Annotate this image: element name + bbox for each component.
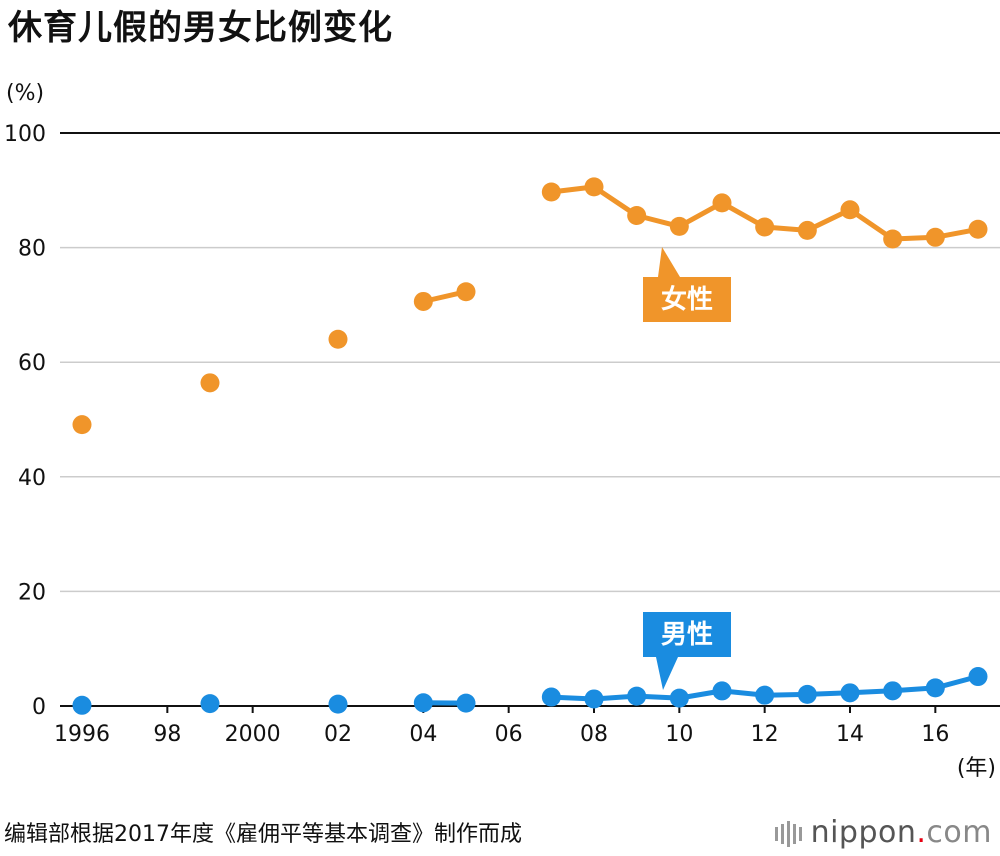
female-point-2010: [669, 216, 689, 236]
male-point-2011: [712, 681, 732, 701]
x-tick-label: 16: [921, 722, 949, 747]
female-point-2015: [883, 229, 903, 249]
male-point-1996: [72, 695, 92, 715]
logo-bars-icon: [774, 817, 805, 851]
female-point-2013: [797, 220, 817, 240]
y-tick-label: 60: [18, 351, 46, 376]
male-point-2015: [883, 681, 903, 701]
logo-name: nippon: [810, 815, 917, 850]
nippon-logo: nippon.com: [774, 815, 992, 851]
male-point-2017: [968, 667, 988, 687]
x-axis-label: (年): [957, 756, 996, 781]
male-point-2008: [584, 689, 604, 709]
female-point-2011: [712, 193, 732, 213]
x-tick-label: 2000: [225, 722, 281, 747]
male-point-2009: [627, 686, 647, 706]
female-point-2012: [755, 217, 775, 237]
male-point-2004: [413, 693, 433, 713]
female-point-2009: [627, 206, 647, 226]
male-callout-box: [643, 612, 731, 690]
x-tick-label: 12: [751, 722, 779, 747]
x-tick-label: 04: [409, 722, 437, 747]
x-tick-label: 08: [580, 722, 608, 747]
x-tick-label: 14: [836, 722, 864, 747]
male-point-2010: [669, 688, 689, 708]
male-point-2016: [925, 678, 945, 698]
female-point-2017: [968, 219, 988, 239]
x-tick-label: 1996: [54, 722, 110, 747]
male-point-2014: [840, 683, 860, 703]
logo-tld: com: [926, 815, 992, 850]
female-point-1999: [200, 373, 220, 393]
y-tick-label: 20: [18, 580, 46, 605]
female-point-2005: [456, 282, 476, 302]
x-tick-label: 10: [665, 722, 693, 747]
x-tick-label: 02: [324, 722, 352, 747]
female-point-2002: [328, 329, 348, 349]
chart-title: 休育儿假的男女比例变化: [8, 8, 393, 48]
y-tick-label: 100: [4, 122, 46, 147]
x-tick-label: 06: [495, 722, 523, 747]
male-point-1999: [200, 694, 220, 714]
female-point-2014: [840, 200, 860, 220]
male-point-2005: [456, 693, 476, 713]
x-tick-label: 98: [153, 722, 181, 747]
male-series-label: 男性: [661, 620, 713, 650]
female-series-label: 女性: [661, 284, 713, 315]
y-tick-label: 80: [18, 237, 46, 262]
source-note: 编辑部根据2017年度《雇佣平等基本调查》制作而成: [4, 822, 522, 847]
logo-dot: .: [916, 815, 927, 850]
female-point-2016: [925, 227, 945, 247]
female-point-2008: [584, 177, 604, 197]
male-point-2002: [328, 694, 348, 714]
y-tick-label: 0: [32, 695, 46, 720]
y-axis-label: (%): [6, 81, 44, 106]
female-callout-box: [643, 247, 731, 322]
male-point-2007: [541, 687, 561, 707]
female-point-2007: [541, 182, 561, 202]
male-point-2013: [797, 684, 817, 704]
y-tick-label: 40: [18, 466, 46, 491]
female-point-2004: [413, 291, 433, 311]
female-point-1996: [72, 415, 92, 435]
male-point-2012: [755, 685, 775, 705]
